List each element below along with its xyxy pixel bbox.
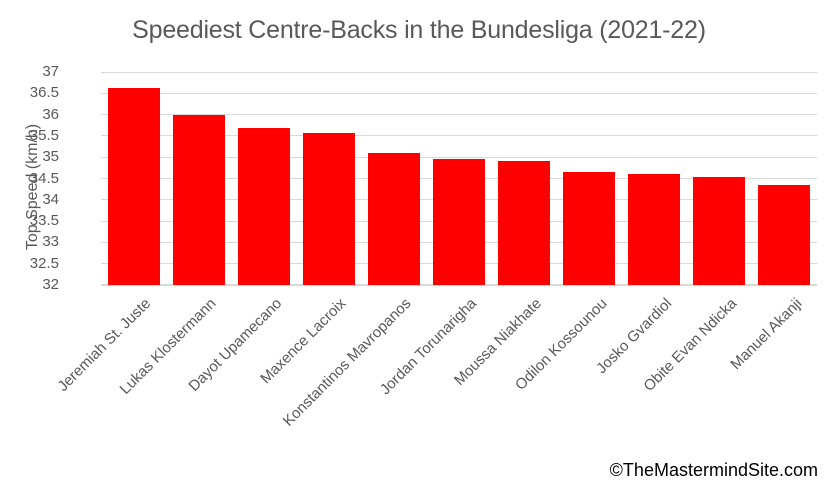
y-tick-label: 33 <box>42 233 59 251</box>
plot-area: 32 32.5 33 33.5 34 34.5 35 35.5 36 36.5 37 <box>30 63 817 293</box>
y-tick-label: 32.5 <box>29 254 59 272</box>
bar <box>693 176 746 285</box>
bar <box>172 115 225 285</box>
y-gridline <box>101 114 817 116</box>
bar <box>107 88 160 285</box>
y-tick-label: 36.5 <box>29 84 59 102</box>
y-tick-label: 36 <box>42 105 59 123</box>
y-gridline <box>101 135 817 137</box>
y-tick-label: 35.5 <box>29 126 59 144</box>
bar <box>367 153 420 285</box>
x-axis-label: Konstantinos Mavropanos <box>280 295 415 430</box>
bar <box>498 161 551 285</box>
chart-title: Speediest Centre-Backs in the Bundesliga… <box>132 16 706 44</box>
y-gridline <box>101 92 817 94</box>
y-tick-label: 34.5 <box>29 169 59 187</box>
y-tick-label: 37 <box>42 63 59 80</box>
y-gridline <box>101 71 817 73</box>
y-tick-label: 35 <box>42 148 59 166</box>
y-tick-label: 32 <box>42 276 59 293</box>
watermark: ©TheMastermindSite.com <box>609 460 818 480</box>
y-gridline <box>101 284 817 286</box>
bar <box>237 128 290 285</box>
bar <box>302 133 355 285</box>
bar <box>433 159 485 285</box>
bar <box>758 184 811 285</box>
y-tick-label: 33.5 <box>29 212 59 230</box>
bar <box>563 172 616 285</box>
y-tick-label: 34 <box>42 190 59 208</box>
bar <box>628 174 681 285</box>
y-gridline <box>101 156 817 158</box>
